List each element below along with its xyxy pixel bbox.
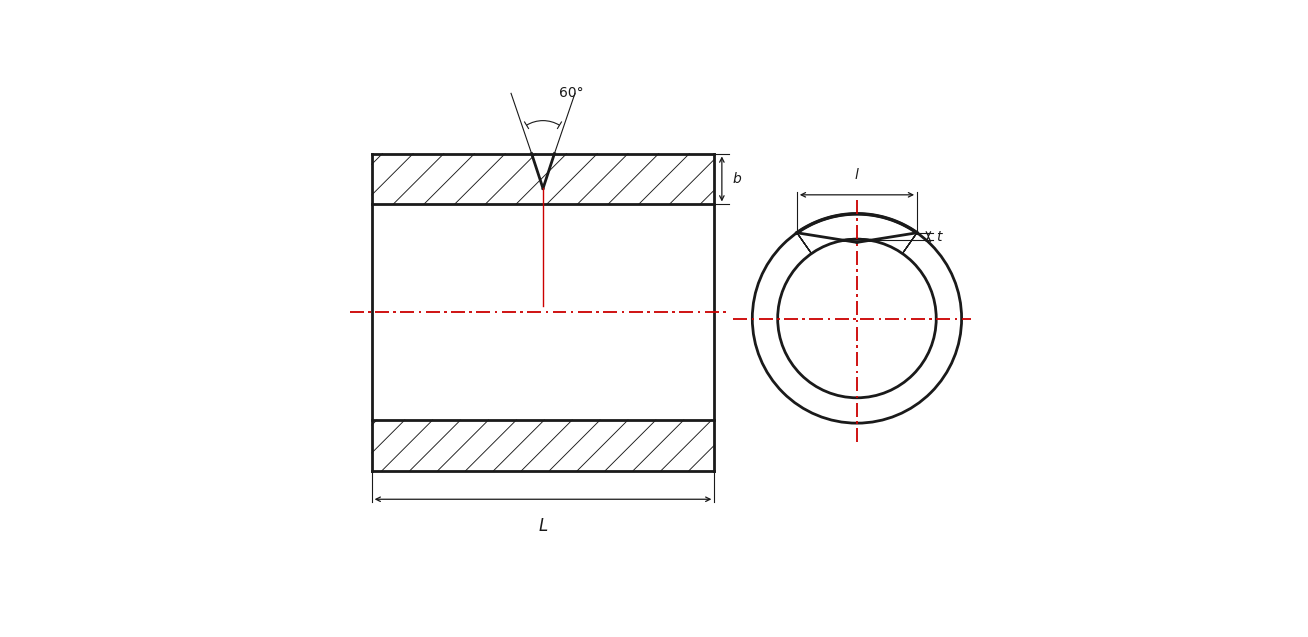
Text: L: L [539,517,548,535]
Text: 60°: 60° [559,87,583,101]
Text: l: l [855,168,859,182]
Text: b: b [732,172,742,186]
Text: t: t [937,229,942,243]
